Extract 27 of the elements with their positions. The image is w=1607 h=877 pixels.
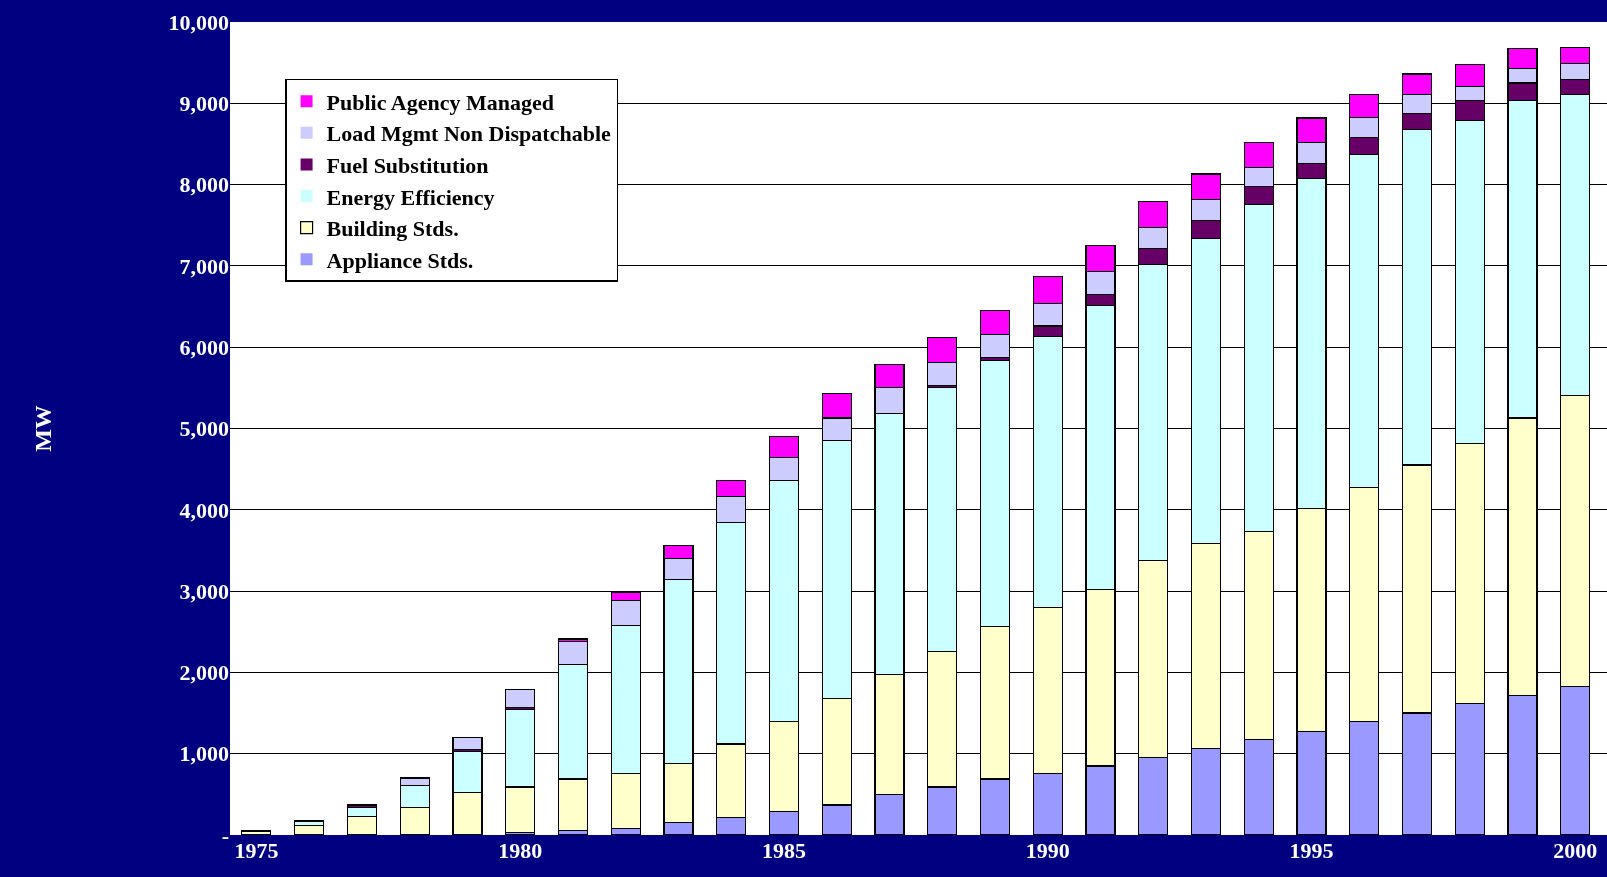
y-tick-label: 3,000 — [179, 578, 229, 604]
y-tick-label: 9,000 — [179, 91, 229, 116]
bar — [241, 830, 272, 835]
legend-label: Public Agency Managed — [326, 89, 554, 115]
y-tick-label: 5,000 — [179, 416, 229, 442]
legend-label: Building Stds. — [326, 216, 459, 242]
x-tick-label: 1980 — [498, 838, 543, 863]
legend-label: Appliance Stds. — [326, 247, 474, 273]
x-tick-label: 1990 — [1025, 838, 1070, 863]
y-tick-label: 4,000 — [179, 497, 229, 523]
x-tick-label: 2000 — [1553, 838, 1598, 863]
y-tick-label: 8,000 — [179, 172, 229, 198]
legend-label: Fuel Substitution — [326, 152, 489, 178]
x-tick-label: 1995 — [1289, 838, 1334, 863]
bar — [505, 688, 536, 708]
y-tick-label: 7,000 — [179, 253, 229, 279]
x-tick-label: 1985 — [761, 838, 806, 863]
y-tick-label: - — [221, 822, 229, 848]
x-tick-label: 1975 — [234, 838, 279, 863]
y-tick-label: 10,000 — [168, 9, 229, 35]
y-tick-label: 1,000 — [179, 741, 229, 767]
y-axis-title: MW — [29, 405, 56, 452]
y-tick-label: 2,000 — [179, 660, 229, 686]
y-tick-label: 6,000 — [179, 334, 229, 360]
legend-label: Load Mgmt Non Dispatchable — [326, 121, 611, 147]
legend-label: Energy Efficiency — [326, 184, 495, 210]
bar — [452, 736, 483, 751]
